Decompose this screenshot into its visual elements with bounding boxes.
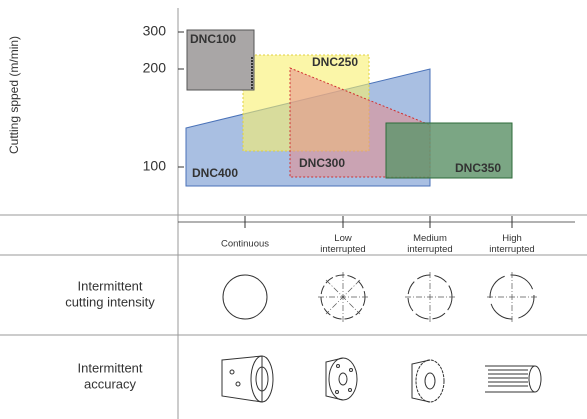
level-label: interrupted	[320, 244, 365, 255]
level-label: Low	[334, 233, 352, 244]
icon-continuous	[222, 274, 268, 320]
icon-accuracy-continuous	[221, 355, 274, 403]
region-label: DNC350	[455, 161, 501, 175]
icon-low	[318, 272, 368, 322]
level-label: Continuous	[221, 239, 269, 250]
region-label: DNC250	[312, 55, 358, 69]
y-tick-label: 300	[143, 23, 167, 39]
icon-medium	[405, 272, 455, 322]
region-dnc100	[186, 29, 255, 91]
region-label: DNC100	[190, 32, 236, 46]
axis-label: Cutting spped (m/min)	[7, 36, 21, 154]
y-tick-label: 100	[143, 158, 167, 174]
region-label: DNC300	[299, 156, 345, 170]
row-label: cutting intensity	[65, 294, 155, 309]
region-dnc350	[385, 122, 513, 179]
y-tick-label: 200	[143, 60, 167, 76]
level-label: interrupted	[407, 244, 452, 255]
row-label: Intermittent	[77, 360, 142, 375]
row-label: Intermittent	[77, 278, 142, 293]
level-label: interrupted	[489, 244, 534, 255]
icon-accuracy-high	[485, 365, 542, 393]
icon-high	[487, 272, 537, 322]
region-label: DNC400	[192, 166, 238, 180]
row-label: accuracy	[84, 376, 137, 391]
icon-accuracy-medium	[411, 359, 445, 403]
level-label: High	[502, 233, 522, 244]
icon-accuracy-low	[325, 357, 358, 401]
level-label: Medium	[413, 233, 447, 244]
